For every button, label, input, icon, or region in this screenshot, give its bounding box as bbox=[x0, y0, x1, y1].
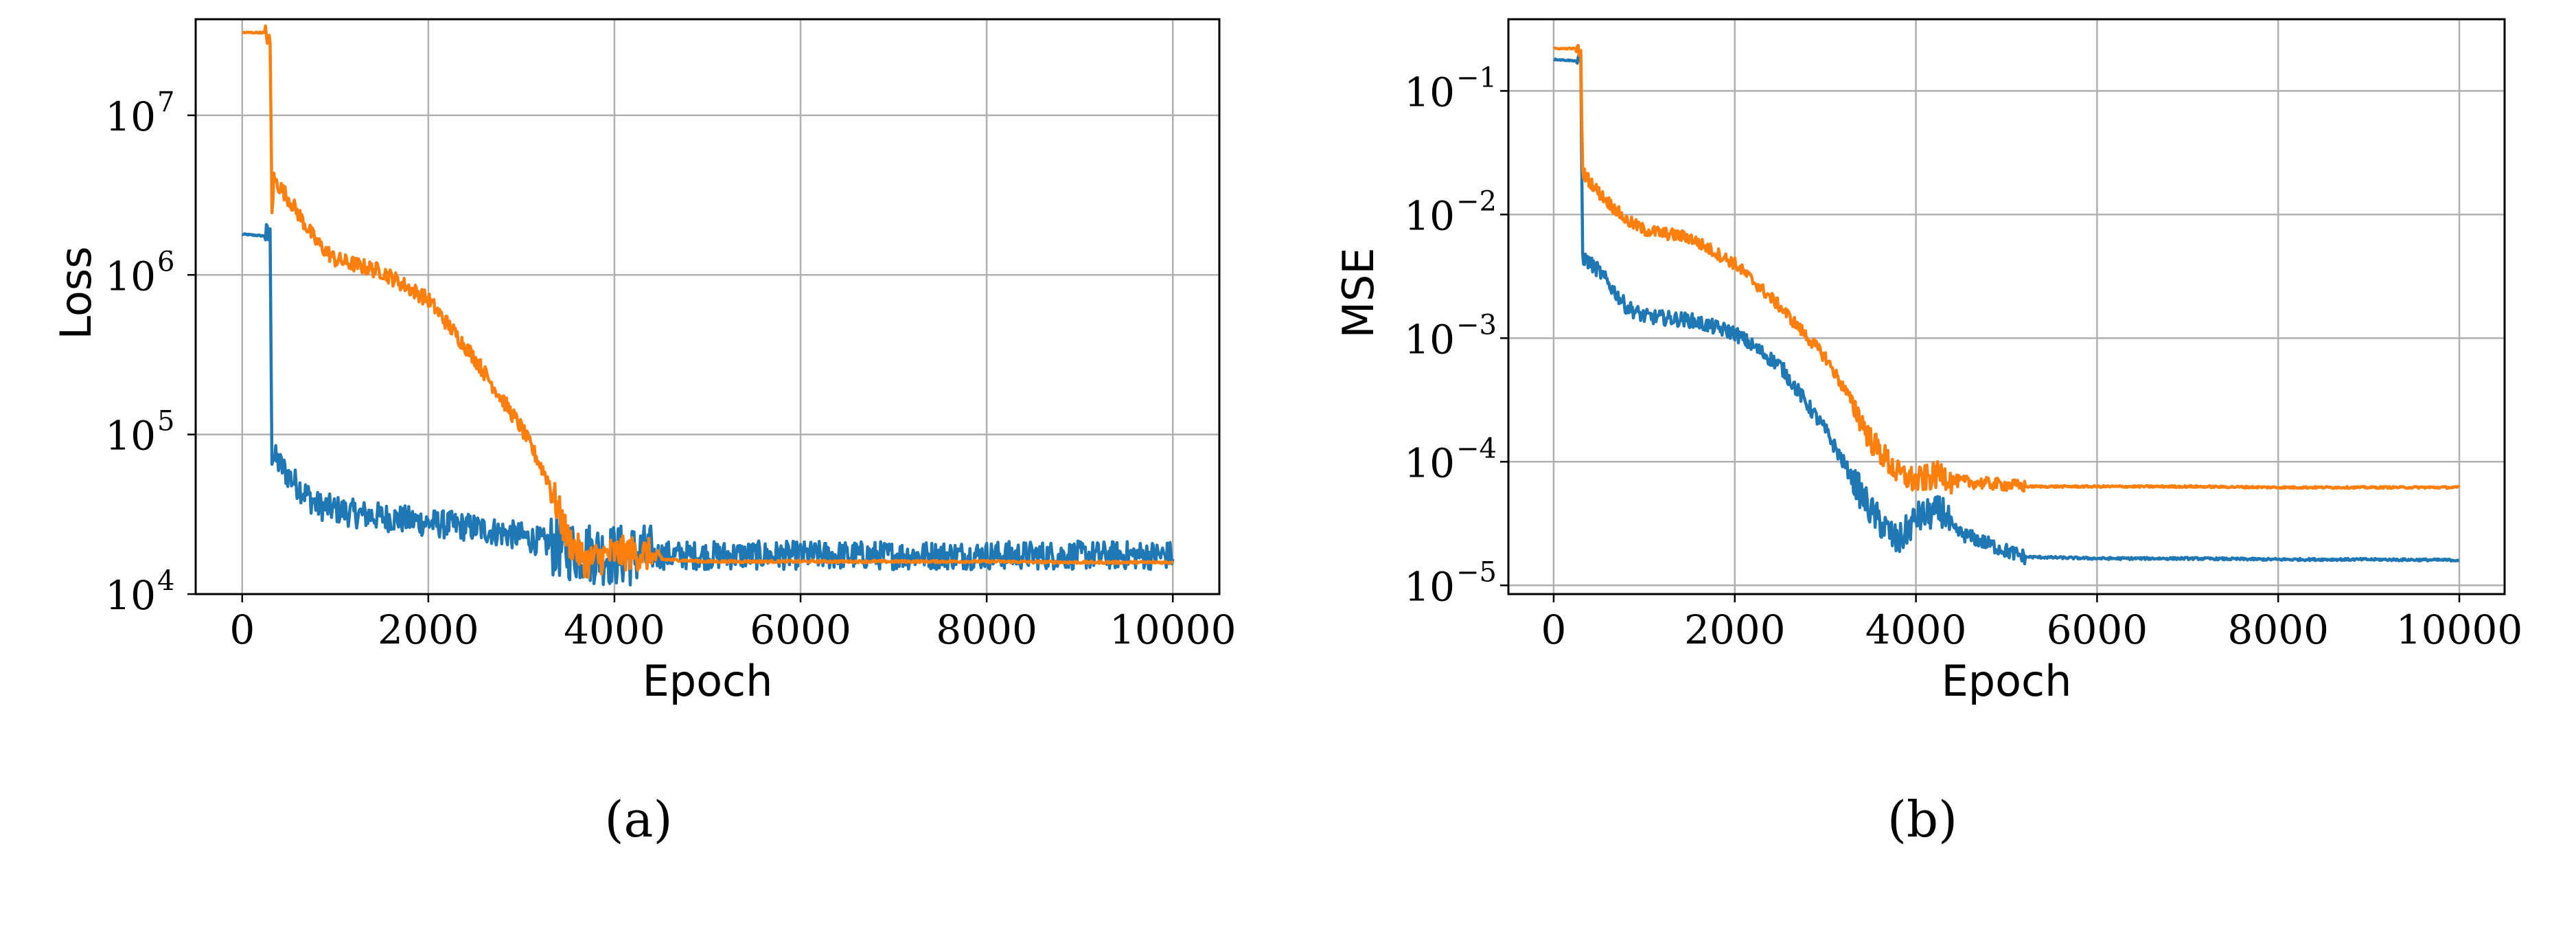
x-tick-label: 2000 bbox=[1684, 606, 1786, 653]
y-tick-exponent: −1 bbox=[1456, 62, 1497, 93]
plot-frame bbox=[1507, 18, 2506, 595]
x-tick-label: 6000 bbox=[750, 606, 851, 653]
x-tick-label: 8000 bbox=[2227, 606, 2329, 653]
x-tick-label: 0 bbox=[229, 606, 255, 653]
subfigure-caption: (a) bbox=[604, 791, 672, 848]
y-tick-label: 10 bbox=[105, 413, 156, 459]
y-tick-exponent: −3 bbox=[1456, 309, 1497, 341]
y-axis-label: MSE bbox=[1333, 247, 1383, 338]
y-tick-exponent: −5 bbox=[1456, 556, 1497, 588]
y-tick-exponent: 6 bbox=[157, 246, 174, 277]
y-tick-exponent: 4 bbox=[157, 565, 174, 597]
series-line-1 bbox=[241, 223, 1175, 587]
x-tick-label: 8000 bbox=[936, 606, 1037, 653]
y-tick-label: 10 bbox=[1404, 440, 1455, 486]
x-tick-label: 4000 bbox=[564, 606, 665, 653]
x-axis-label: Epoch bbox=[643, 656, 773, 706]
series-line-2 bbox=[241, 24, 1174, 579]
y-tick-exponent: −4 bbox=[1456, 433, 1497, 464]
series-line-1 bbox=[1553, 53, 2460, 566]
series-line-2 bbox=[1553, 43, 2461, 495]
y-tick-label: 10 bbox=[105, 93, 156, 140]
x-axis-label: Epoch bbox=[1942, 656, 2072, 706]
y-tick-label: 10 bbox=[105, 253, 156, 299]
y-axis-label: Loss bbox=[51, 247, 101, 340]
plot-frame bbox=[194, 18, 1221, 595]
y-tick-label: 10 bbox=[1404, 192, 1455, 239]
y-tick-label: 10 bbox=[1404, 563, 1455, 610]
x-tick-label: 2000 bbox=[378, 606, 479, 653]
x-tick-label: 10000 bbox=[2396, 606, 2523, 653]
x-tick-label: 10000 bbox=[1109, 606, 1237, 653]
y-tick-exponent: −2 bbox=[1456, 185, 1497, 217]
x-tick-label: 4000 bbox=[1865, 606, 1967, 653]
y-tick-label: 10 bbox=[1404, 69, 1455, 115]
y-tick-exponent: 5 bbox=[157, 406, 174, 437]
x-tick-label: 0 bbox=[1541, 606, 1567, 653]
y-tick-label: 10 bbox=[1404, 316, 1455, 363]
y-tick-label: 10 bbox=[105, 572, 156, 619]
subfigure-caption: (b) bbox=[1887, 791, 1957, 848]
chart-b: 0 2000 4000 6000 8000 1000010−510−410−310−210… bbox=[1333, 18, 2523, 848]
y-tick-exponent: 7 bbox=[157, 87, 174, 118]
x-tick-label: 6000 bbox=[2047, 606, 2148, 653]
